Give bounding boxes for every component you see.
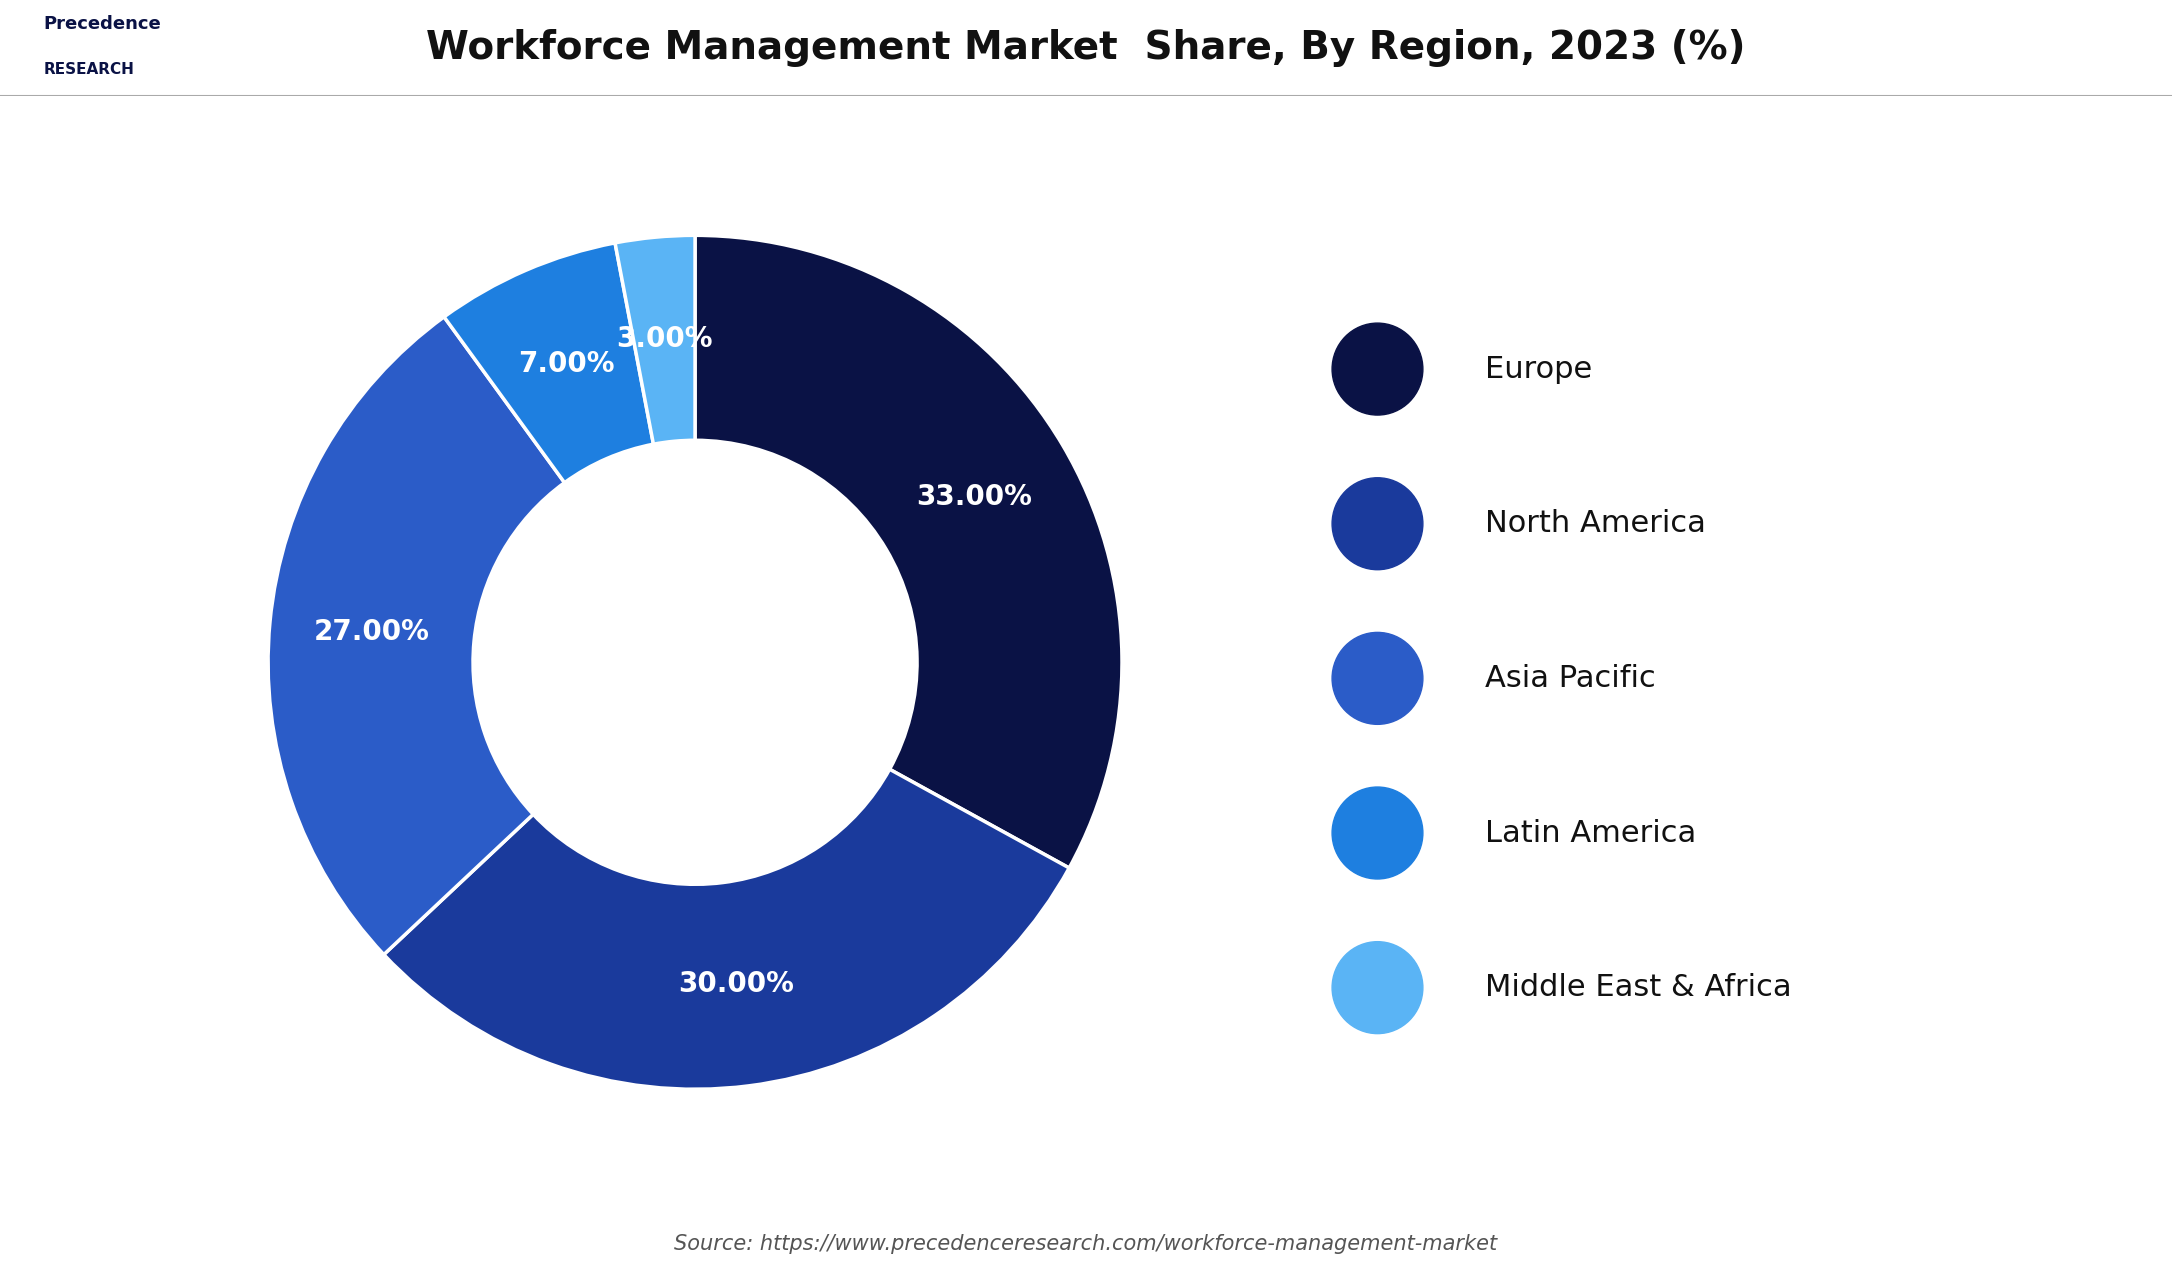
Circle shape [1331,787,1423,880]
Text: Middle East & Africa: Middle East & Africa [1486,974,1792,1002]
Wedge shape [695,235,1123,868]
Text: North America: North America [1486,509,1705,539]
Wedge shape [443,243,654,482]
Wedge shape [267,316,565,954]
Text: Workforce Management Market  Share, By Region, 2023 (%): Workforce Management Market Share, By Re… [426,30,1746,67]
Wedge shape [384,769,1069,1089]
Circle shape [1331,941,1423,1034]
Circle shape [1331,477,1423,570]
Text: 7.00%: 7.00% [517,351,615,378]
Circle shape [1331,633,1423,724]
Text: Latin America: Latin America [1486,818,1696,847]
Text: 30.00%: 30.00% [678,970,793,998]
Text: 27.00%: 27.00% [315,617,430,646]
Text: 3.00%: 3.00% [617,325,712,354]
Text: Asia Pacific: Asia Pacific [1486,664,1655,693]
Text: 33.00%: 33.00% [917,484,1032,511]
Text: RESEARCH: RESEARCH [43,62,135,77]
Text: Precedence: Precedence [43,15,161,33]
Circle shape [1331,323,1423,415]
Text: Source: https://www.precedenceresearch.com/workforce-management-market: Source: https://www.precedenceresearch.c… [675,1233,1497,1254]
Text: Europe: Europe [1486,355,1592,383]
Wedge shape [615,235,695,444]
